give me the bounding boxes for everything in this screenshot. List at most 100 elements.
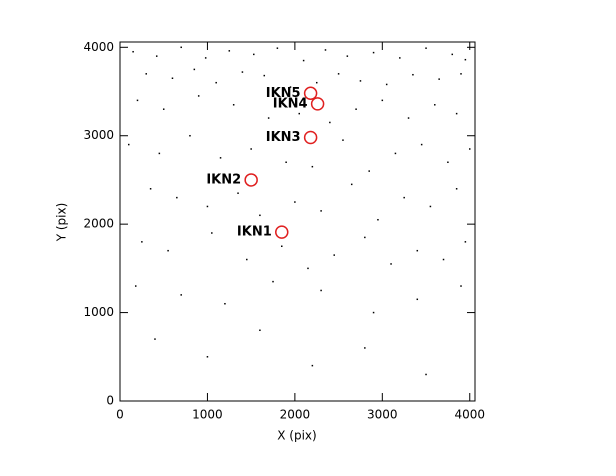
star-point [154, 338, 156, 340]
y-tick-label: 2000 [83, 217, 114, 231]
star-point [416, 249, 419, 252]
star-point [145, 73, 147, 75]
star-point [189, 134, 191, 137]
object-marker [303, 130, 318, 145]
star-point [355, 108, 357, 110]
star-point [385, 83, 388, 86]
star-point [281, 245, 283, 248]
star-point [232, 104, 235, 106]
star-point [438, 78, 440, 80]
object-label: IKN5 [266, 86, 301, 101]
star-point [451, 53, 454, 56]
star-point [342, 139, 344, 141]
star-point [429, 205, 432, 208]
star-point [425, 47, 427, 49]
star-point [311, 165, 314, 168]
x-tick-label: 4000 [454, 408, 485, 422]
star-point [237, 192, 239, 194]
star-point [390, 263, 392, 265]
star-point [372, 51, 375, 54]
star-point [464, 241, 467, 243]
star-point [455, 188, 458, 190]
star-point [180, 294, 182, 296]
star-point [377, 218, 379, 221]
star-point [464, 58, 467, 61]
star-point [136, 99, 139, 102]
star-point [219, 157, 222, 159]
star-point [434, 104, 436, 106]
star-point [372, 311, 375, 314]
star-point [215, 81, 217, 84]
star-point [420, 143, 423, 146]
star-point [149, 188, 152, 190]
star-point [407, 117, 410, 119]
star-point [180, 46, 182, 49]
star-point [324, 49, 327, 51]
star-point [206, 356, 209, 358]
star-point [364, 347, 366, 349]
star-point [272, 280, 274, 283]
star-point [141, 241, 143, 243]
star-point [289, 86, 292, 88]
star-point [171, 77, 174, 80]
object-label: IKN2 [206, 172, 241, 187]
star-point [259, 214, 261, 217]
y-tick-label: 3000 [83, 128, 114, 142]
star-point [311, 364, 314, 367]
star-point [350, 183, 353, 186]
x-axis-label: X (pix) [277, 429, 316, 443]
object-label: IKN1 [237, 225, 272, 240]
star-point [250, 148, 252, 150]
x-tick-label: 2000 [280, 408, 311, 422]
y-tick-label: 1000 [83, 305, 114, 319]
star-point [302, 59, 305, 62]
star-point [442, 258, 445, 261]
star-point [176, 196, 178, 199]
y-tick-label: 0 [106, 394, 114, 408]
star-point [381, 99, 384, 102]
object-marker [244, 173, 258, 187]
star-point [267, 117, 270, 119]
star-point [204, 57, 207, 59]
star-point [246, 258, 248, 261]
star-point [399, 57, 401, 59]
object-label: IKN3 [266, 130, 301, 145]
star-point [412, 73, 414, 76]
star-point [127, 143, 130, 146]
star-point [368, 170, 370, 172]
star-point [320, 210, 322, 212]
object-marker [275, 225, 289, 239]
star-point [447, 161, 449, 164]
star-point [211, 232, 213, 234]
star-point [460, 285, 462, 287]
y-tick-label: 4000 [83, 40, 114, 54]
star-point [329, 121, 331, 124]
y-axis-label: Y (pix) [55, 203, 69, 243]
star-point [307, 267, 309, 270]
object-label: IKN4 [273, 96, 308, 111]
star-point [416, 298, 419, 301]
star-point [337, 73, 340, 75]
star-point [253, 53, 255, 56]
star-point [224, 302, 226, 305]
star-point [241, 71, 244, 73]
x-tick-label: 0 [116, 408, 124, 422]
star-point [359, 80, 362, 82]
star-point [158, 152, 161, 155]
star-point [259, 329, 261, 332]
star-point [460, 73, 462, 75]
star-point [333, 254, 335, 256]
star-point [228, 50, 231, 52]
star-point [320, 289, 322, 292]
star-point [346, 55, 349, 57]
object-marker [310, 97, 325, 111]
star-point [134, 285, 137, 287]
star-point [455, 112, 458, 115]
star-point [403, 196, 405, 199]
star-point [364, 236, 366, 239]
star-point [276, 47, 279, 49]
x-tick-label: 3000 [367, 408, 398, 422]
star-point [294, 201, 296, 203]
star-point [394, 152, 397, 155]
